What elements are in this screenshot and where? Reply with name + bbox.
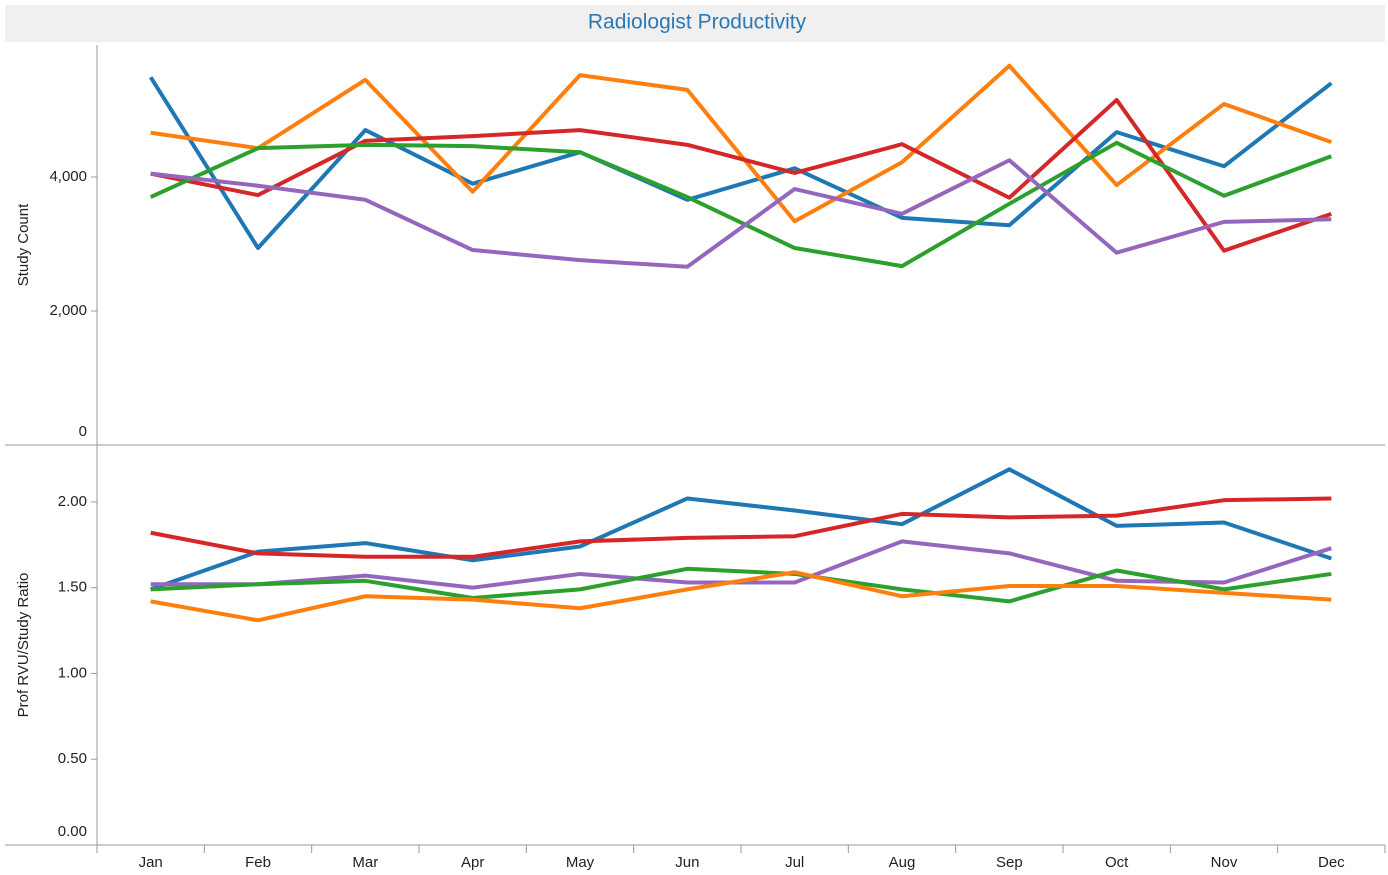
series-line	[150, 97, 1332, 253]
x-tick-label: Nov	[1211, 854, 1238, 871]
series-line	[150, 467, 1332, 592]
x-tick-label: Mar	[352, 854, 378, 871]
x-tick-label: Dec	[1318, 854, 1345, 871]
series-line	[150, 63, 1333, 224]
series-line	[149, 140, 1333, 269]
y-tick-label: 1.00	[58, 664, 87, 681]
x-tick-label: Jul	[785, 854, 804, 871]
x-tick-label: Jun	[675, 854, 699, 871]
title-bar	[5, 5, 1385, 42]
y-tick-label: 0	[79, 423, 87, 440]
y-tick-label: 2,000	[49, 302, 87, 319]
series-line	[150, 496, 1332, 559]
series-line	[150, 570, 1332, 623]
y-tick-label: 0.00	[58, 823, 87, 840]
x-tick-label: Jan	[139, 854, 163, 871]
x-tick-label: May	[566, 854, 595, 871]
x-tick-label: Sep	[996, 854, 1023, 871]
y-tick-label: 2.00	[58, 493, 87, 510]
x-tick-label: Oct	[1105, 854, 1129, 871]
y-axis-title: Study Count	[15, 203, 32, 286]
y-tick-label: 1.50	[58, 579, 87, 596]
x-tick-label: Feb	[245, 854, 271, 871]
series-line	[150, 158, 1332, 269]
y-tick-label: 4,000	[49, 168, 87, 185]
y-axis-title: Prof RVU/Study Ratio	[15, 573, 32, 718]
chart-title: Radiologist Productivity	[588, 11, 807, 34]
x-tick-label: Apr	[461, 854, 484, 871]
series-line	[150, 566, 1332, 604]
x-tick-label: Aug	[889, 854, 916, 871]
y-tick-label: 0.50	[58, 750, 87, 767]
